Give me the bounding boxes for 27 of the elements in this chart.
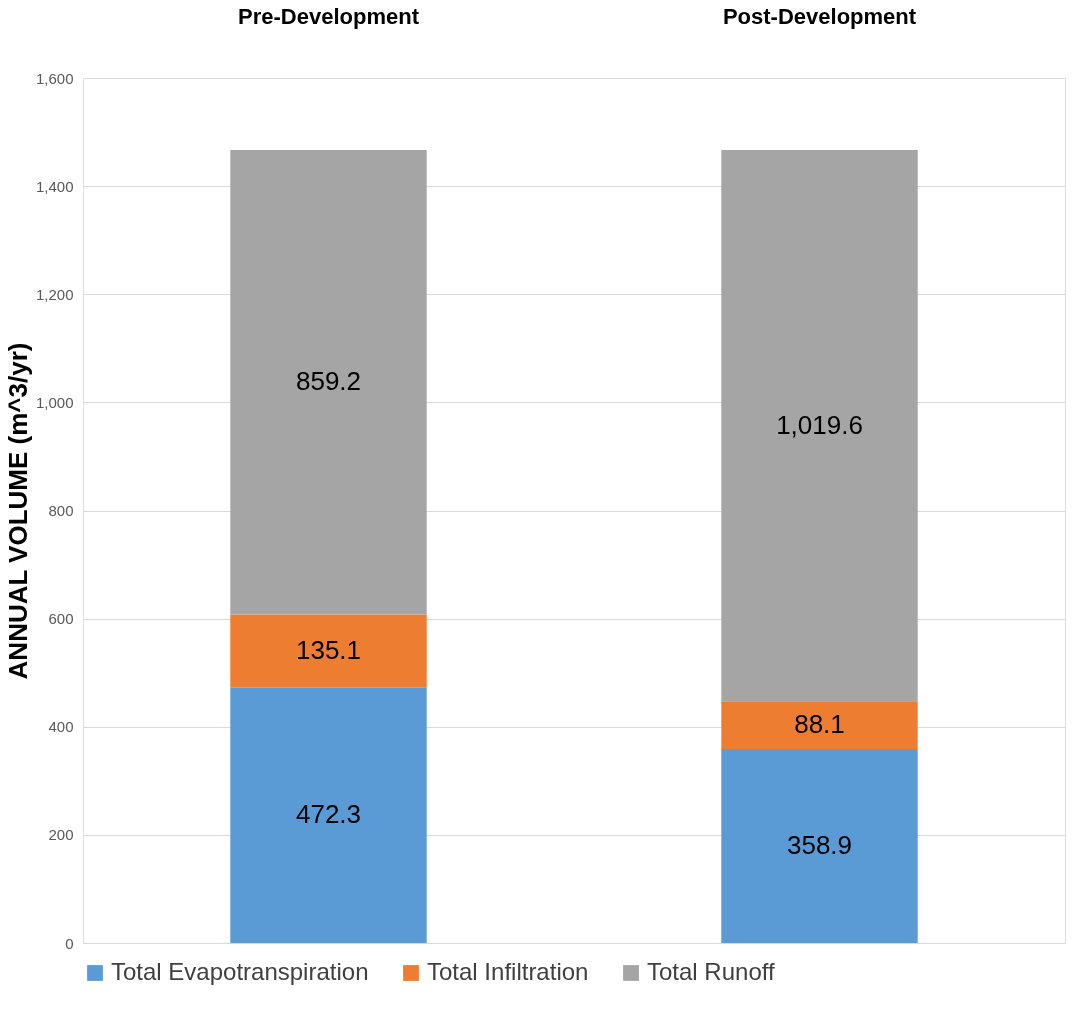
data-label: 88.1 bbox=[794, 709, 845, 740]
x-tick-label: Post-Development bbox=[722, 3, 917, 29]
y-tick-label: 0 bbox=[65, 934, 74, 952]
data-label: 1,019.6 bbox=[776, 409, 863, 440]
data-label: 472.3 bbox=[295, 799, 362, 830]
y-axis-title: ANNUAL VOLUME (m^3/yr) bbox=[2, 342, 33, 680]
y-tick-label: 400 bbox=[48, 718, 74, 736]
data-label: 859.2 bbox=[295, 366, 362, 397]
y-tick-label: 1,000 bbox=[35, 393, 74, 411]
bar bbox=[230, 150, 427, 615]
y-tick-label: 800 bbox=[48, 502, 74, 519]
bar bbox=[721, 150, 918, 702]
legend-label: Total Infiltration bbox=[427, 958, 589, 985]
x-tick-label: Pre-Development bbox=[238, 3, 420, 29]
bar bbox=[230, 687, 427, 943]
data-label: 135.1 bbox=[295, 635, 362, 666]
bar bbox=[721, 701, 918, 749]
y-tick-label: 1,400 bbox=[35, 177, 74, 195]
y-tick-label: 1,200 bbox=[35, 285, 74, 303]
data-label: 358.9 bbox=[786, 829, 853, 860]
legend-label: Total Evapotranspiration bbox=[111, 958, 369, 985]
bar bbox=[721, 748, 918, 943]
y-tick-label: 1,600 bbox=[35, 69, 74, 87]
bar bbox=[230, 614, 427, 688]
y-tick-label: 200 bbox=[48, 826, 74, 844]
y-tick-label: 600 bbox=[48, 610, 74, 628]
legend-label: Total Runoff bbox=[647, 958, 775, 985]
